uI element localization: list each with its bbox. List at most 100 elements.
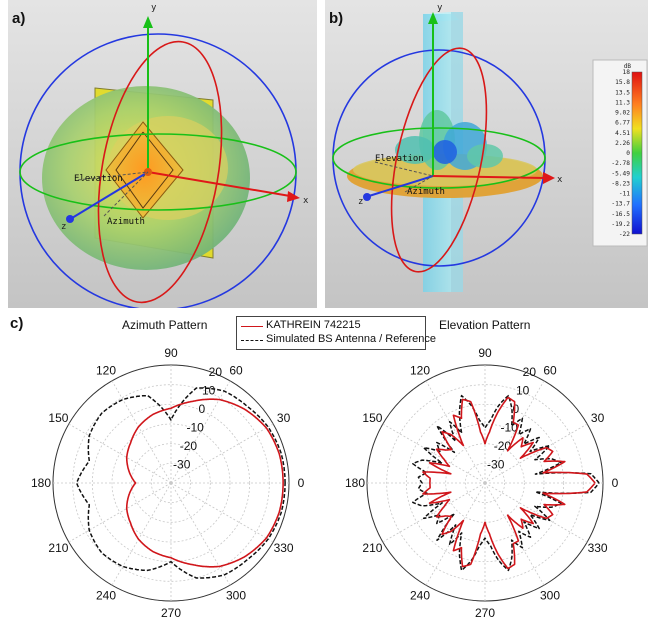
series-kathrein-line — [125, 398, 284, 568]
colorbar-unit: dB — [624, 63, 632, 70]
radial-tick-label: -30 — [487, 458, 505, 472]
angle-tick-label: 150 — [362, 411, 382, 425]
angle-tick-label: 210 — [362, 541, 382, 555]
colorbar-tick-label: -16.5 — [611, 211, 630, 218]
red-ring-shape — [97, 40, 223, 304]
polar-grid-circle — [464, 462, 506, 504]
azimuth-polar-chart: 0 30 60 90 120 150 180 210 240 270 300 330 20 10 0 -10 -… — [31, 346, 305, 620]
angle-tick-label: 0 — [298, 476, 305, 490]
polar-grid-spoke — [68, 482, 172, 543]
green-ring-shape — [332, 127, 546, 189]
azimuth-chart-title: Azimuth Pattern — [122, 318, 208, 332]
polar-grid-spoke — [68, 423, 172, 484]
panel-a-3d-pattern: y x z Elevation Azimuth — [8, 0, 317, 308]
radial-tick-label: 10 — [516, 384, 530, 398]
radial-tick-label: 0 — [199, 402, 206, 416]
panel-b-label: b) — [329, 10, 344, 27]
series-kathrein-line — [422, 396, 596, 570]
polar-grid-spoke — [382, 423, 486, 484]
angle-tick-label: 150 — [48, 411, 68, 425]
radial-tick-label: -20 — [494, 439, 512, 453]
panel-b-3d-pattern: y x z Elevation Azimuth dB 18 15.8 13.5 11.… — [325, 0, 648, 308]
polar-grid — [52, 364, 290, 602]
angle-tick-label: 300 — [226, 589, 246, 603]
colorbar-tick-label: -2.78 — [611, 160, 630, 167]
angle-tick-label: 90 — [478, 346, 492, 360]
colorbar-tick-label: -11 — [619, 191, 630, 198]
polar-grid — [366, 364, 604, 602]
panel-b-render: y x z Elevation Azimuth dB 18 15.8 13.5 11.… — [325, 0, 648, 308]
angle-tick-label: 30 — [277, 411, 291, 425]
colorbar-tick-label: -22 — [619, 231, 630, 238]
polar-grid-circle — [405, 403, 565, 563]
x-axis-line — [147, 171, 291, 197]
colorbar-tick-label: -19.2 — [611, 221, 630, 228]
angle-tick-label: 210 — [48, 541, 68, 555]
x-axis-label: x — [557, 175, 563, 185]
colorbar-ticks: 18 15.8 13.5 11.3 9.02 6.77 4.51 2.26 0 -2.78 -5.4… — [611, 69, 630, 238]
polar-grid-spoke — [425, 482, 486, 586]
radial-tick-label: 20 — [209, 365, 223, 379]
azimuth-label: Azimuth — [407, 187, 445, 197]
angle-tick-label: 240 — [410, 589, 430, 603]
angle-tick-label: 180 — [31, 476, 51, 490]
angle-tick-label: 0 — [612, 476, 619, 490]
panel-a-render: y x z Elevation Azimuth — [8, 0, 317, 308]
elevation-chart-title: Elevation Pattern — [439, 318, 531, 332]
legend-item-kathrein: KATHREIN 742215 — [237, 319, 425, 333]
angle-tick-label: 30 — [591, 411, 605, 425]
y-axis-label: y — [151, 3, 157, 13]
angle-tick-label: 240 — [96, 589, 116, 603]
radial-tick-label: -10 — [187, 421, 205, 435]
chart-legend: KATHREIN 742215 Simulated BS Antenna / R… — [236, 316, 436, 350]
colorbar-tick-label: 13.5 — [615, 89, 630, 96]
colorbar-tick-label: 15.8 — [615, 79, 630, 86]
colorbar-tick-label: 9.02 — [615, 110, 630, 117]
y-axis-label: y — [437, 3, 443, 13]
radial-tick-label: 20 — [523, 365, 537, 379]
polar-grid-spoke — [111, 380, 172, 484]
polar-grid-circle — [425, 423, 545, 543]
polar-grid-circle — [72, 384, 270, 582]
legend-label-kathrein: KATHREIN 742215 — [266, 319, 361, 331]
polar-grid-circle — [386, 384, 584, 582]
z-axis-label: z — [358, 197, 363, 207]
angle-tick-label: 270 — [475, 606, 495, 620]
angle-tick-label: 120 — [96, 363, 116, 377]
series-simulated-line — [412, 394, 600, 572]
panel-c-label: c) — [10, 315, 24, 332]
colorbar-gradient — [631, 71, 643, 235]
angle-tick-label: 180 — [345, 476, 365, 490]
colorbar-tick-label: -13.7 — [611, 201, 630, 208]
colorbar-tick-label: 6.77 — [615, 120, 630, 127]
colorbar-tick-label: 2.26 — [615, 140, 630, 147]
polar-grid-circle — [150, 462, 192, 504]
angle-tick-label: 120 — [410, 363, 430, 377]
elevation-polar-chart: 030609012015018021024027030033020100-10-… — [345, 346, 619, 620]
legend-item-simulated: Simulated BS Antenna / Reference — [237, 333, 436, 347]
x-axis-line — [432, 175, 546, 179]
radial-tick-label: 10 — [202, 384, 216, 398]
polar-grid-circle — [91, 403, 251, 563]
elevation-label: Elevation — [375, 154, 424, 164]
polar-grid-circle — [131, 443, 211, 523]
red-ring-shape — [390, 47, 488, 273]
angle-tick-label: 330 — [274, 541, 294, 555]
colorbar-tick-label: -8.23 — [611, 180, 630, 187]
polar-grid-spoke — [382, 482, 486, 543]
z-axis-line — [71, 171, 149, 219]
polar-grid-spoke — [170, 482, 274, 543]
antenna-element-shape — [105, 121, 184, 219]
angle-tick-label: 300 — [540, 589, 560, 603]
colorbar-tick-label: 0 — [626, 150, 630, 157]
radial-tick-label: 0 — [513, 402, 520, 416]
angle-tick-label: 60 — [229, 363, 243, 377]
green-ring-shape — [19, 133, 297, 211]
z-axis-line — [368, 175, 434, 197]
series-simulated-line — [75, 387, 286, 579]
colorbar-tick-label: 4.51 — [615, 130, 630, 137]
angle-tick-label: 60 — [543, 363, 557, 377]
z-axis-label: z — [61, 222, 66, 232]
colorbar-tick-label: -5.49 — [611, 170, 630, 177]
colorbar-tick-label: 18 — [623, 69, 631, 76]
